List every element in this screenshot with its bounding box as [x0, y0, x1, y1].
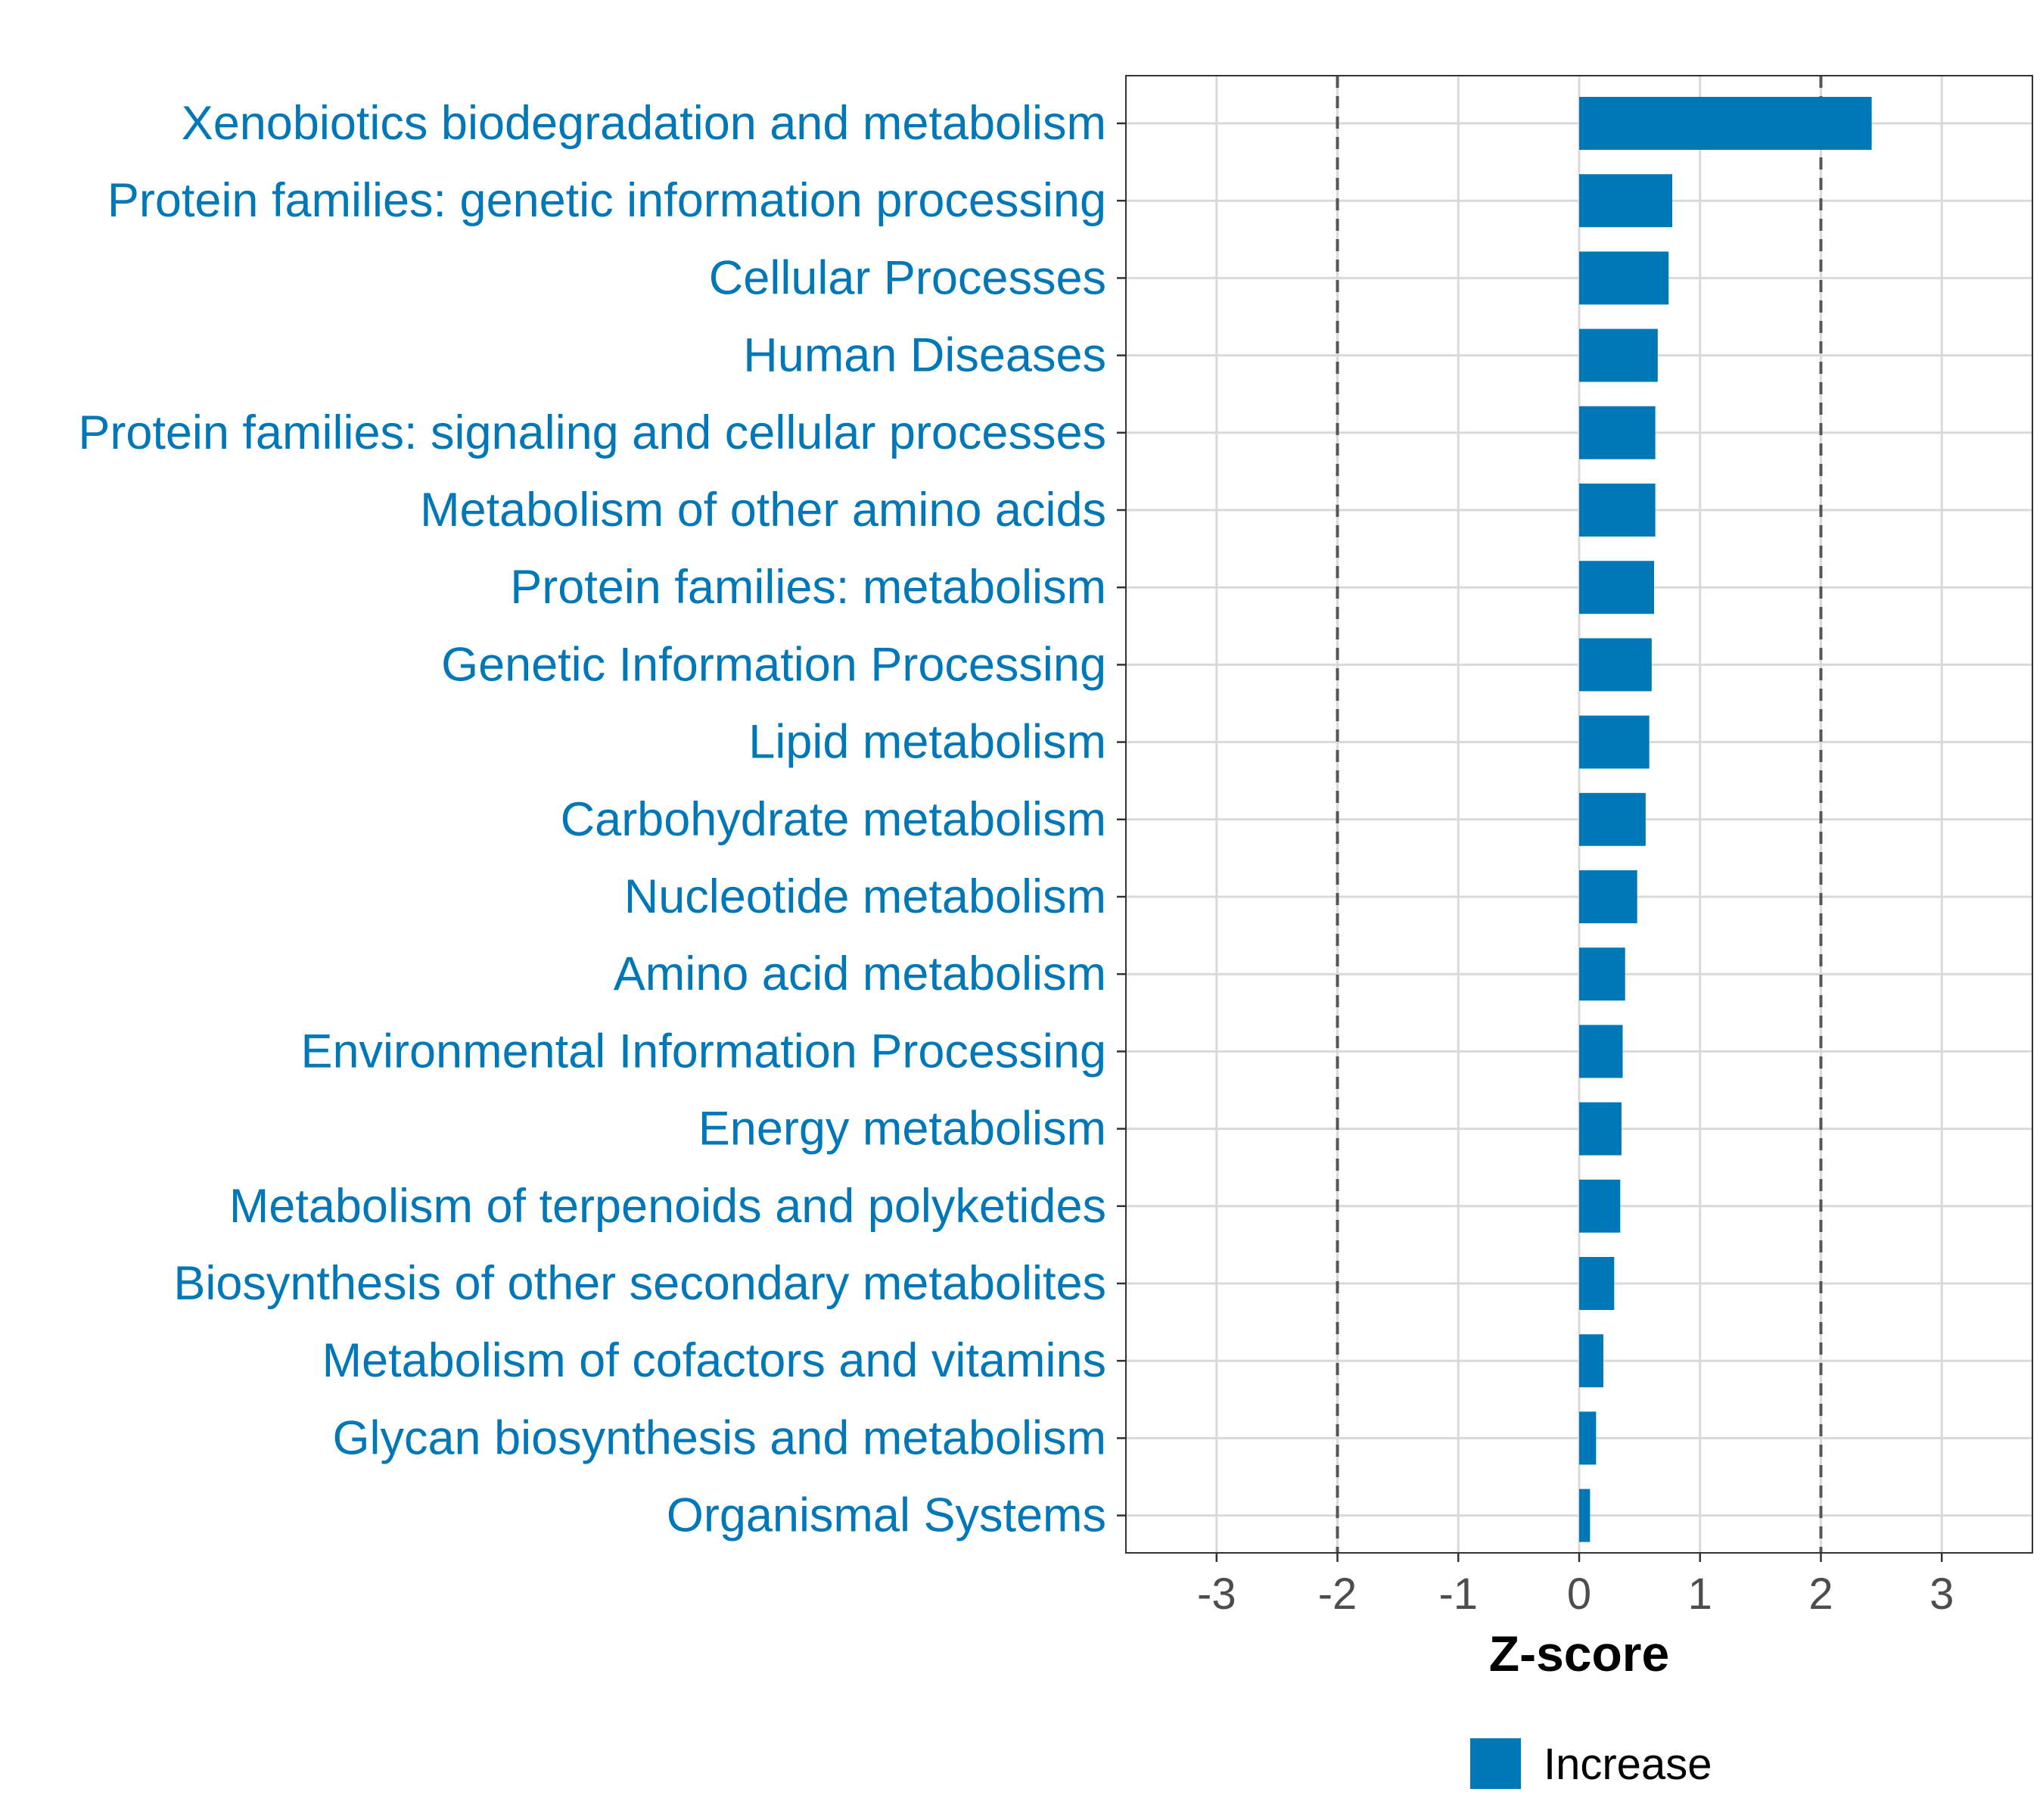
x-tick-label: 3 — [1930, 1570, 1954, 1619]
category-labels: Xenobiotics biodegradation and metabolis… — [78, 97, 1106, 1542]
legend-label-increase: Increase — [1544, 1740, 1712, 1789]
legend-swatch — [1470, 1738, 1521, 1789]
category-label: Cellular Processes — [709, 251, 1106, 304]
category-label: Carbohydrate metabolism — [561, 793, 1106, 846]
bar — [1579, 174, 1672, 228]
y-axis-ticks — [1117, 122, 1126, 1517]
category-label: Metabolism of cofactors and vitamins — [322, 1334, 1106, 1387]
bar — [1579, 251, 1669, 305]
bar — [1579, 328, 1658, 382]
category-label: Metabolism of other amino acids — [420, 484, 1106, 537]
bar — [1579, 484, 1656, 537]
category-label: Energy metabolism — [698, 1103, 1106, 1156]
bar — [1579, 561, 1655, 614]
category-label: Lipid metabolism — [748, 716, 1106, 769]
bar — [1579, 870, 1637, 923]
category-label: Genetic Information Processing — [441, 638, 1106, 691]
x-axis-ticks: -3 -2 -1 0 1 2 3 — [1197, 1553, 1954, 1619]
category-label: Protein families: signaling and cellular… — [78, 406, 1106, 459]
category-label: Glycan biosynthesis and metabolism — [333, 1411, 1107, 1464]
bar — [1579, 1334, 1603, 1388]
category-label: Amino acid metabolism — [614, 947, 1106, 1000]
reference-lines — [1336, 76, 1823, 1553]
bar — [1579, 1102, 1622, 1156]
category-label: Human Diseases — [743, 329, 1106, 382]
bar — [1579, 1411, 1597, 1465]
bars — [1579, 97, 1872, 1542]
bar — [1579, 1025, 1623, 1078]
category-label: Organismal Systems — [667, 1489, 1106, 1542]
x-tick-label: 0 — [1567, 1570, 1591, 1619]
category-label: Protein families: genetic information pr… — [107, 174, 1106, 227]
bar — [1579, 97, 1872, 150]
x-tick-label: 1 — [1688, 1570, 1712, 1619]
category-label: Nucleotide metabolism — [624, 870, 1106, 923]
bar — [1579, 1257, 1615, 1310]
bar — [1579, 1489, 1591, 1542]
category-label: Environmental Information Processing — [300, 1025, 1106, 1078]
bar — [1579, 406, 1656, 459]
bar — [1579, 638, 1652, 692]
bar — [1579, 792, 1646, 846]
bar — [1579, 715, 1650, 769]
x-tick-label: -1 — [1438, 1570, 1478, 1619]
bar — [1579, 947, 1625, 1001]
bar — [1579, 1179, 1621, 1233]
x-tick-label: -2 — [1318, 1570, 1357, 1619]
category-label: Xenobiotics biodegradation and metabolis… — [182, 97, 1106, 150]
x-axis-title: Z-score — [1489, 1626, 1669, 1682]
category-label: Protein families: metabolism — [510, 561, 1106, 614]
legend: Increase — [1470, 1738, 1712, 1789]
category-label: Biosynthesis of other secondary metaboli… — [173, 1257, 1106, 1310]
x-tick-label: 2 — [1808, 1570, 1833, 1619]
category-label: Metabolism of terpenoids and polyketides — [229, 1180, 1106, 1233]
x-tick-label: -3 — [1197, 1570, 1236, 1619]
